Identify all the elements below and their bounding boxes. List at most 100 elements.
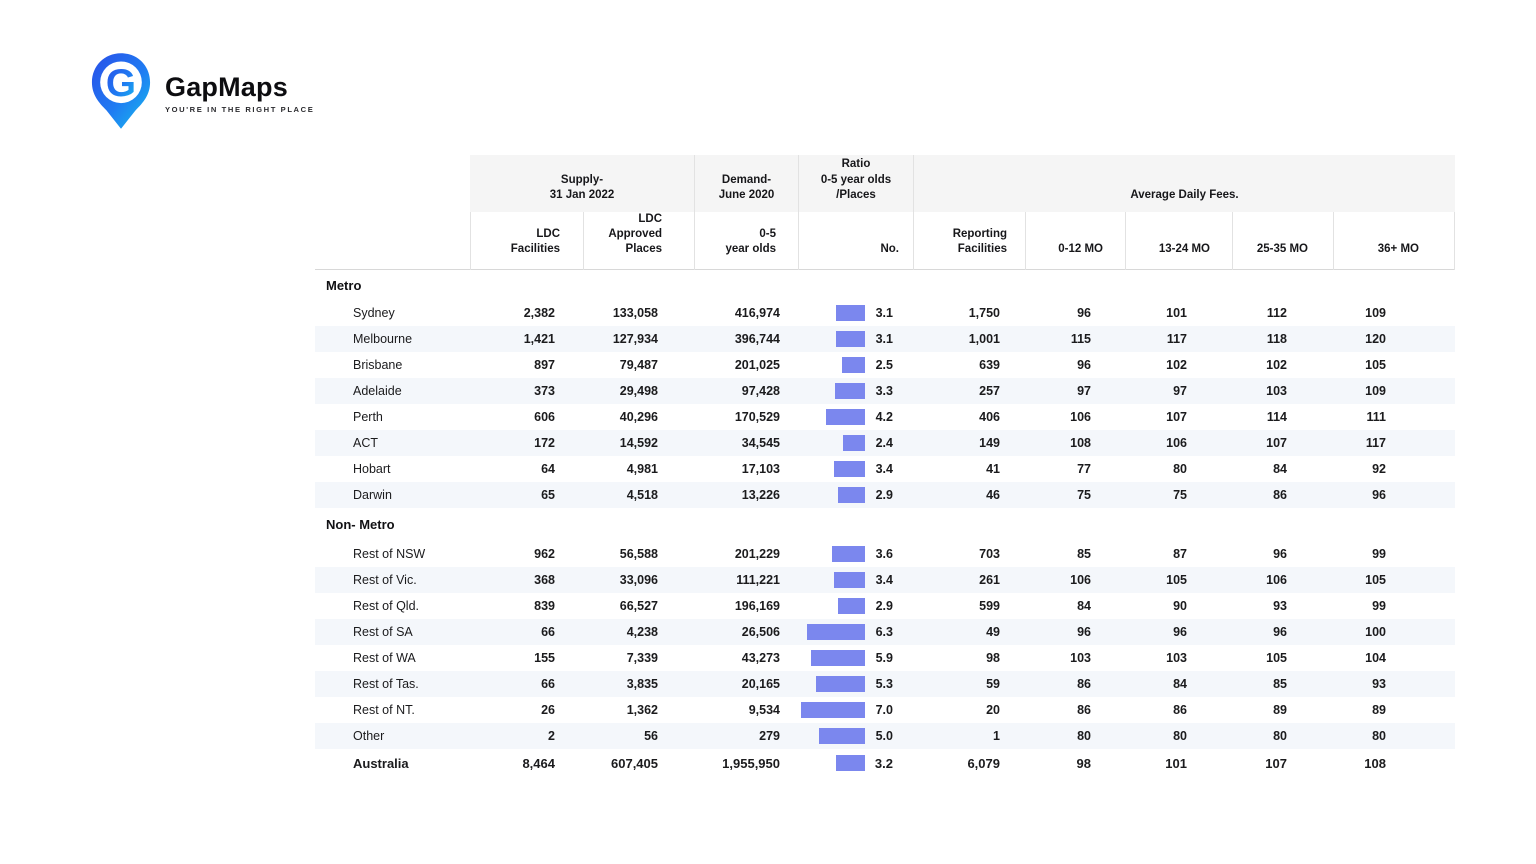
cell-fee_13_24_mo: 86 xyxy=(1173,703,1187,717)
column-header-ldc-facilities: LDC Facilities xyxy=(470,212,583,270)
ratio-bar xyxy=(835,755,865,771)
ratio-cell: 2.9 xyxy=(798,487,913,503)
cell-fee_0_12_mo: 96 xyxy=(1077,358,1091,372)
map-pin-logo-icon: G xyxy=(90,52,152,135)
row-label: Perth xyxy=(353,410,383,424)
table-row: Hobart 64 4,981 17,103 3.4 41 77 80 84 92 xyxy=(315,456,1455,482)
table-row: Rest of SA 66 4,238 26,506 6.3 49 96 96 96 100 xyxy=(315,619,1455,645)
logo-name: GapMaps xyxy=(165,71,288,102)
cell-fee_25_35_mo: 89 xyxy=(1273,703,1287,717)
cell-fee_25_35_mo: 118 xyxy=(1266,332,1287,346)
cell-fee_13_24_mo: 103 xyxy=(1166,651,1187,665)
cell-fee_25_35_mo: 93 xyxy=(1273,599,1287,613)
row-label: Adelaide xyxy=(353,384,402,398)
cell-ldc_approved_places: 4,238 xyxy=(626,625,658,639)
cell-reporting_facilities: 257 xyxy=(979,384,1000,398)
cell-ldc_facilities: 2 xyxy=(548,729,555,743)
ratio-bar xyxy=(838,598,865,614)
cell-ldc_facilities: 64 xyxy=(541,462,555,476)
ratio-cell: 3.2 xyxy=(798,755,913,771)
cell-ldc_facilities: 66 xyxy=(541,677,555,691)
cell-ratio: 2.4 xyxy=(875,436,893,450)
cell-ratio: 5.3 xyxy=(875,677,893,691)
cell-reporting_facilities: 261 xyxy=(979,573,1000,587)
cell-fee_0_12_mo: 80 xyxy=(1077,729,1091,743)
cell-demand_0_5: 1,955,950 xyxy=(722,755,780,771)
cell-fee_13_24_mo: 97 xyxy=(1173,384,1187,398)
cell-fee_13_24_mo: 75 xyxy=(1173,488,1187,502)
table-row: Rest of Tas. 66 3,835 20,165 5.3 59 86 84 85 93 xyxy=(315,671,1455,697)
column-header-spacer xyxy=(315,212,470,270)
cell-fee_0_12_mo: 86 xyxy=(1077,677,1091,691)
cell-ldc_facilities: 897 xyxy=(534,358,555,372)
cell-fee_36_mo: 105 xyxy=(1365,358,1386,372)
cell-ldc_facilities: 1,421 xyxy=(523,332,555,346)
cell-fee_0_12_mo: 84 xyxy=(1077,599,1091,613)
cell-ldc_approved_places: 56 xyxy=(644,729,658,743)
ratio-bar xyxy=(826,409,865,425)
group-header-fees: Average Daily Fees. xyxy=(913,155,1455,212)
cell-fee_36_mo: 105 xyxy=(1365,573,1386,587)
cell-ratio: 4.2 xyxy=(875,410,893,424)
cell-reporting_facilities: 49 xyxy=(986,625,1000,639)
cell-fee_13_24_mo: 101 xyxy=(1165,755,1187,771)
cell-fee_0_12_mo: 108 xyxy=(1070,436,1091,450)
cell-fee_25_35_mo: 86 xyxy=(1273,488,1287,502)
cell-fee_13_24_mo: 80 xyxy=(1173,729,1187,743)
cell-fee_25_35_mo: 107 xyxy=(1266,436,1287,450)
cell-fee_25_35_mo: 85 xyxy=(1273,677,1287,691)
cell-reporting_facilities: 1,001 xyxy=(968,332,1000,346)
cell-fee_36_mo: 93 xyxy=(1372,677,1386,691)
cell-ratio: 2.9 xyxy=(875,599,893,613)
cell-reporting_facilities: 98 xyxy=(986,651,1000,665)
cell-reporting_facilities: 1,750 xyxy=(968,306,1000,320)
cell-ratio: 2.5 xyxy=(875,358,893,372)
group-header-supply: Supply- 31 Jan 2022 xyxy=(470,155,694,212)
row-label: Hobart xyxy=(353,462,391,476)
table-row: Melbourne 1,421 127,934 396,744 3.1 1,001 115 1… xyxy=(315,326,1455,352)
cell-fee_0_12_mo: 96 xyxy=(1077,306,1091,320)
cell-reporting_facilities: 6,079 xyxy=(967,755,1000,771)
cell-fee_0_12_mo: 106 xyxy=(1070,573,1091,587)
ratio-bar xyxy=(807,624,865,640)
cell-fee_0_12_mo: 103 xyxy=(1070,651,1091,665)
cell-reporting_facilities: 59 xyxy=(986,677,1000,691)
cell-ratio: 3.4 xyxy=(875,462,893,476)
cell-ldc_facilities: 373 xyxy=(534,384,555,398)
cell-fee_13_24_mo: 102 xyxy=(1166,358,1187,372)
cell-demand_0_5: 26,506 xyxy=(741,625,780,639)
cell-fee_25_35_mo: 103 xyxy=(1266,384,1287,398)
cell-fee_13_24_mo: 117 xyxy=(1166,332,1187,346)
cell-ratio: 7.0 xyxy=(875,703,893,717)
cell-demand_0_5: 9,534 xyxy=(748,703,780,717)
cell-ldc_approved_places: 4,518 xyxy=(626,488,658,502)
column-header-ratio-no: No. xyxy=(798,212,913,270)
cell-fee_0_12_mo: 86 xyxy=(1077,703,1091,717)
cell-demand_0_5: 13,226 xyxy=(741,488,780,502)
cell-fee_25_35_mo: 114 xyxy=(1266,410,1287,424)
ratio-bar xyxy=(833,461,865,477)
ratio-bar xyxy=(836,331,865,347)
cell-reporting_facilities: 20 xyxy=(986,703,1000,717)
cell-ldc_facilities: 66 xyxy=(541,625,555,639)
column-header-0-5-year-olds: 0-5 year olds xyxy=(694,212,798,270)
row-label: Sydney xyxy=(353,306,395,320)
cell-ldc_facilities: 65 xyxy=(541,488,555,502)
row-label: Rest of NT. xyxy=(353,703,415,717)
ratio-cell: 3.1 xyxy=(798,331,913,347)
cell-demand_0_5: 17,103 xyxy=(741,462,780,476)
cell-ratio: 3.4 xyxy=(875,573,893,587)
group-header-demand: Demand- June 2020 xyxy=(694,155,798,212)
cell-fee_36_mo: 99 xyxy=(1372,599,1386,613)
ratio-cell: 3.6 xyxy=(798,546,913,562)
cell-fee_0_12_mo: 106 xyxy=(1070,410,1091,424)
column-header-reporting-facilities: Reporting Facilities xyxy=(913,212,1025,270)
ratio-bar xyxy=(842,435,865,451)
ratio-bar xyxy=(810,650,865,666)
cell-fee_13_24_mo: 80 xyxy=(1173,462,1187,476)
cell-fee_13_24_mo: 105 xyxy=(1166,573,1187,587)
ratio-bar xyxy=(842,357,865,373)
cell-fee_13_24_mo: 84 xyxy=(1173,677,1187,691)
cell-fee_13_24_mo: 87 xyxy=(1173,547,1187,561)
cell-ldc_approved_places: 56,588 xyxy=(619,547,658,561)
